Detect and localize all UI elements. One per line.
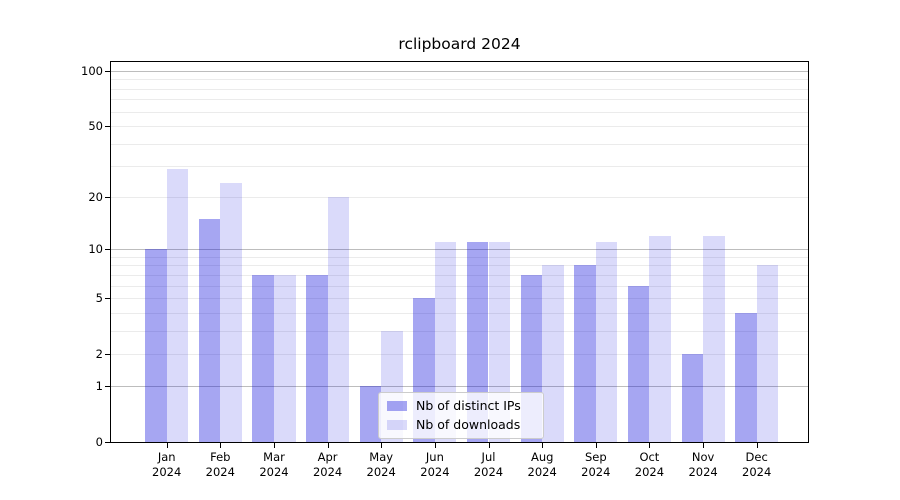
legend-label: Nb of downloads [416, 417, 521, 432]
gridline-minor [111, 79, 808, 81]
y-tick-label: 10 [88, 242, 103, 257]
gridline-minor [111, 111, 808, 113]
bar-downloads-jan [166, 168, 189, 442]
bar-downloads-feb [220, 183, 242, 442]
y-tick-label: 5 [95, 291, 103, 305]
x-tick-mark [434, 443, 436, 448]
bar-distinct-ips-nov [681, 353, 704, 442]
y-tick-mark [105, 71, 110, 72]
bar-distinct-ips-apr [306, 274, 328, 442]
x-tick-label-jun: Jun 2024 [420, 450, 450, 479]
bar-distinct-ips-mar [252, 274, 274, 442]
x-tick-mark [274, 443, 275, 448]
x-tick-label-oct: Oct 2024 [634, 450, 665, 479]
chart-title: rclipboard 2024 [398, 35, 521, 53]
x-tick-mark [327, 443, 329, 448]
bar-distinct-ips-dec [735, 312, 757, 442]
x-tick-mark [488, 443, 490, 448]
gridline-minor [111, 197, 808, 199]
bar-downloads-mar [274, 274, 296, 442]
gridline-minor [111, 99, 808, 101]
x-tick-label-dec: Dec 2024 [742, 450, 772, 479]
gridline-major [111, 249, 808, 251]
y-tick-mark [105, 125, 110, 127]
bar-distinct-ips-sep [574, 265, 596, 442]
bar-distinct-ips-feb [198, 219, 221, 442]
bar-downloads-apr [327, 197, 350, 442]
x-tick-label-jan: Jan 2024 [152, 450, 182, 479]
gridline-minor [111, 312, 808, 314]
x-tick-label-jul: Jul 2024 [473, 450, 504, 479]
legend-label: Nb of distinct IPs [416, 398, 521, 413]
y-tick-label: 2 [95, 346, 103, 361]
legend-swatch-downloads [387, 420, 407, 430]
y-tick-label: 50 [88, 118, 103, 133]
legend-swatch-distinct-ips [387, 401, 407, 411]
legend: Nb of distinct IPs Nb of downloads [378, 392, 544, 439]
bar-distinct-ips-jan [145, 249, 167, 442]
x-tick-label-apr: Apr 2024 [312, 450, 343, 479]
gridline-minor [111, 256, 808, 258]
x-tick-mark [166, 443, 168, 448]
plot-area: Nb of distinct IPs Nb of downloads [110, 61, 809, 443]
bar-downloads-dec [756, 265, 779, 442]
y-tick-mark [105, 353, 110, 355]
x-tick-label-sep: Sep 2024 [581, 450, 611, 479]
bar-distinct-ips-oct [627, 285, 650, 442]
y-tick-mark [105, 386, 110, 388]
gridline-minor [111, 298, 808, 299]
y-tick-mark [105, 249, 110, 251]
x-tick-label-mar: Mar 2024 [259, 450, 289, 479]
bar-downloads-oct [649, 235, 671, 442]
y-tick-label: 1 [95, 379, 103, 394]
legend-row: Nb of downloads [387, 418, 535, 432]
gridline-major [111, 71, 808, 72]
gridline-minor [111, 274, 808, 276]
gridline-minor [111, 285, 808, 287]
gridline-minor [111, 143, 808, 145]
x-tick-label-nov: Nov 2024 [688, 450, 718, 479]
gridline-minor [111, 166, 808, 167]
x-tick-mark [649, 443, 651, 448]
y-tick-mark [105, 298, 110, 299]
y-tick-mark [105, 197, 110, 199]
gridline-minor [111, 265, 808, 267]
gridline-minor [111, 353, 808, 355]
y-tick-label: 0 [95, 435, 103, 449]
gridline-major [111, 386, 808, 388]
gridline-minor [111, 88, 808, 90]
x-tick-mark [703, 443, 705, 448]
x-tick-label-may: May 2024 [366, 450, 396, 479]
legend-row: Nb of distinct IPs [387, 399, 535, 413]
y-tick-label: 100 [81, 64, 103, 78]
bar-distinct-ips-may [359, 386, 382, 442]
x-tick-mark [756, 443, 758, 448]
bar-downloads-sep [595, 242, 618, 442]
bar-downloads-aug [542, 265, 564, 442]
x-tick-label-feb: Feb 2024 [205, 450, 235, 479]
gridline-minor [111, 330, 808, 332]
x-tick-mark [220, 443, 222, 448]
x-tick-label-aug: Aug 2024 [527, 450, 557, 479]
bar-downloads-nov [703, 235, 725, 442]
x-tick-mark [595, 443, 597, 448]
y-tick-mark [105, 442, 110, 443]
x-tick-mark [381, 443, 383, 448]
gridline-minor [111, 125, 808, 127]
x-tick-mark [542, 443, 544, 448]
y-tick-label: 20 [88, 190, 103, 205]
